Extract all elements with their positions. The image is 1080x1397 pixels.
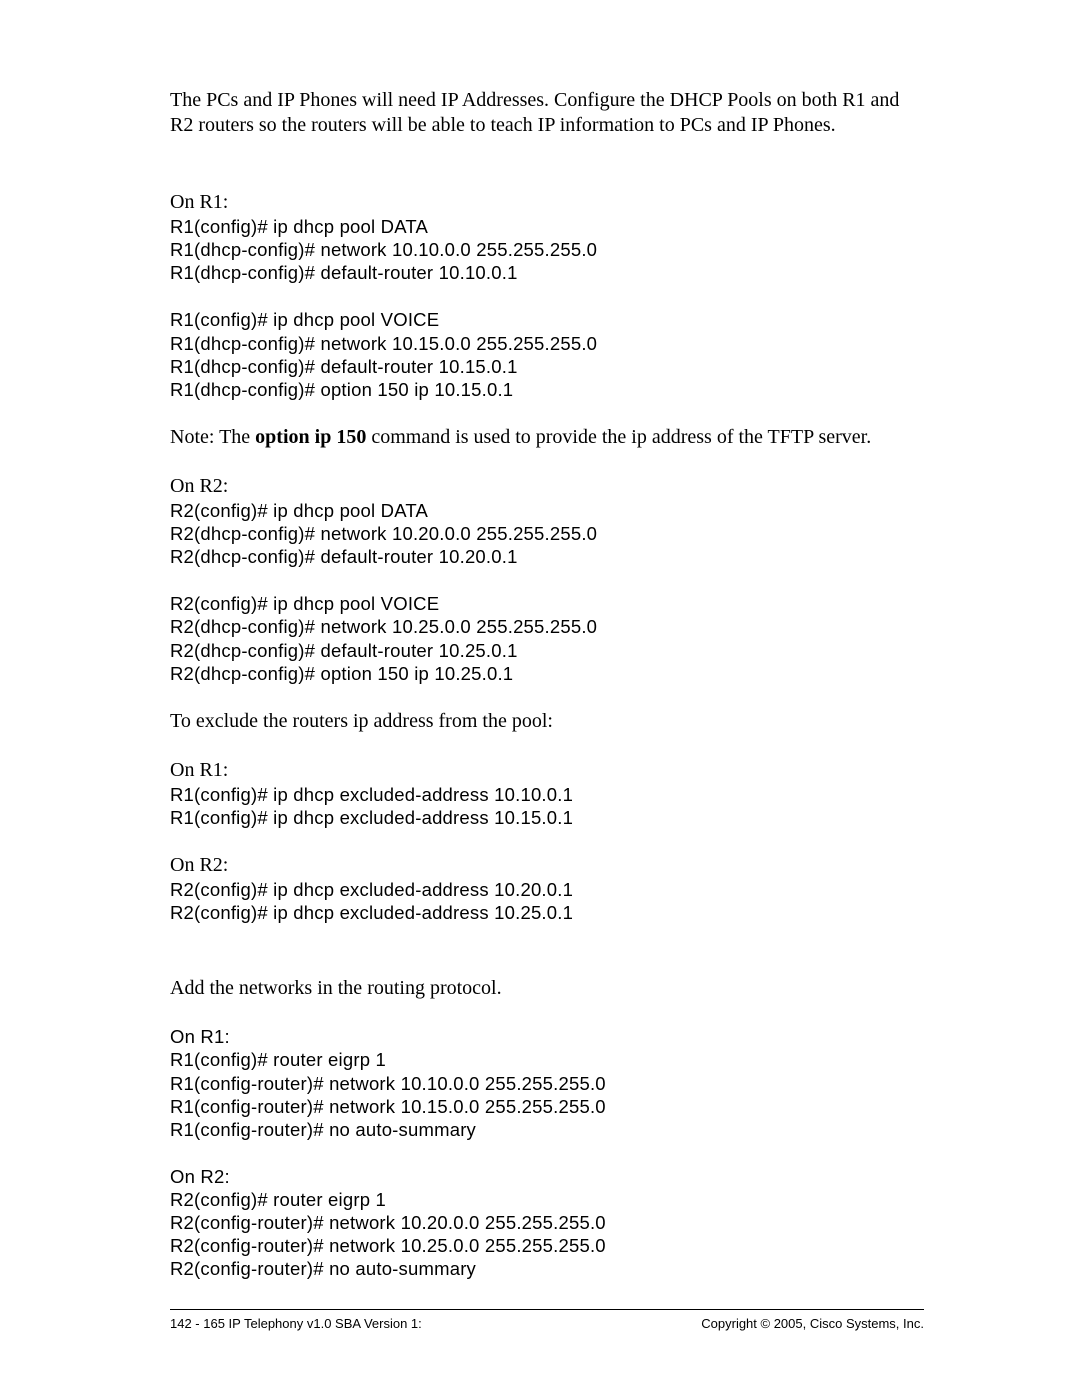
cli-line: R1(dhcp-config)# default-router 10.15.0.… bbox=[170, 355, 924, 378]
cli-prompt: R2(dhcp-config)# bbox=[170, 663, 320, 684]
cli-line: R2(dhcp-config)# option 150 ip 10.25.0.1 bbox=[170, 662, 924, 685]
cli-line: R2(dhcp-config)# default-router 10.25.0.… bbox=[170, 639, 924, 662]
cli-command: default-router 10.10.0.1 bbox=[320, 262, 517, 283]
cli-prompt: R1(dhcp-config)# bbox=[170, 333, 320, 354]
cli-prompt: R1(config)# bbox=[170, 309, 273, 330]
section-header: On R2: bbox=[170, 1165, 924, 1188]
cli-line: R2(dhcp-config)# network 10.25.0.0 255.2… bbox=[170, 615, 924, 638]
cli-command: ip dhcp pool DATA bbox=[273, 500, 428, 521]
cli-line: R1(dhcp-config)# network 10.15.0.0 255.2… bbox=[170, 332, 924, 355]
cli-prompt: R1(config-router)# bbox=[170, 1073, 329, 1094]
cli-command: ip dhcp pool VOICE bbox=[273, 593, 439, 614]
cli-line: R1(config-router)# no auto-summary bbox=[170, 1118, 924, 1141]
cli-prompt: R2(config)# bbox=[170, 1189, 273, 1210]
cli-command: default-router 10.15.0.1 bbox=[320, 356, 517, 377]
cli-line: R2(config)# ip dhcp excluded-address 10.… bbox=[170, 878, 924, 901]
cli-prompt: R1(config)# bbox=[170, 1049, 273, 1070]
cli-prompt: R2(config-router)# bbox=[170, 1212, 329, 1233]
cli-prompt: R1(config)# bbox=[170, 216, 273, 237]
cli-command: network 10.15.0.0 255.255.255.0 bbox=[320, 333, 597, 354]
cli-line: R2(config)# ip dhcp pool DATA bbox=[170, 499, 924, 522]
cli-command: network 10.15.0.0 255.255.255.0 bbox=[329, 1096, 606, 1117]
cli-line: R2(config-router)# network 10.20.0.0 255… bbox=[170, 1211, 924, 1234]
cli-prompt: R1(dhcp-config)# bbox=[170, 239, 320, 260]
section-header: On R2: bbox=[170, 853, 924, 878]
cli-line: R2(config)# ip dhcp excluded-address 10.… bbox=[170, 901, 924, 924]
cli-command: no auto-summary bbox=[329, 1258, 476, 1279]
cli-line: R1(dhcp-config)# option 150 ip 10.15.0.1 bbox=[170, 378, 924, 401]
cli-line: R2(config)# router eigrp 1 bbox=[170, 1188, 924, 1211]
cli-line: R1(config)# ip dhcp pool VOICE bbox=[170, 308, 924, 331]
cli-command: router eigrp 1 bbox=[273, 1049, 386, 1070]
cli-command: network 10.20.0.0 255.255.255.0 bbox=[329, 1212, 606, 1233]
cli-prompt: R2(dhcp-config)# bbox=[170, 616, 320, 637]
cli-line: R1(dhcp-config)# default-router 10.10.0.… bbox=[170, 261, 924, 284]
body-paragraph: Add the networks in the routing protocol… bbox=[170, 976, 924, 1001]
cli-prompt: R2(config-router)# bbox=[170, 1235, 329, 1256]
section-header: On R1: bbox=[170, 758, 924, 783]
cli-line: R2(config)# ip dhcp pool VOICE bbox=[170, 592, 924, 615]
cli-prompt: R1(dhcp-config)# bbox=[170, 356, 320, 377]
note-suffix: command is used to provide the ip addres… bbox=[366, 426, 871, 448]
cli-prompt: R1(dhcp-config)# bbox=[170, 262, 320, 283]
cli-line: R1(config)# router eigrp 1 bbox=[170, 1048, 924, 1071]
cli-line: R1(config-router)# network 10.15.0.0 255… bbox=[170, 1095, 924, 1118]
cli-command: default-router 10.20.0.1 bbox=[320, 546, 517, 567]
section-header: On R2: bbox=[170, 474, 924, 499]
note-paragraph: Note: The option ip 150 command is used … bbox=[170, 425, 924, 450]
cli-line: R2(dhcp-config)# default-router 10.20.0.… bbox=[170, 545, 924, 568]
document-page: The PCs and IP Phones will need IP Addre… bbox=[0, 0, 1080, 1397]
cli-line: R1(dhcp-config)# network 10.10.0.0 255.2… bbox=[170, 238, 924, 261]
footer-right-text: Copyright © 2005, Cisco Systems, Inc. bbox=[701, 1316, 924, 1331]
note-prefix: Note: The bbox=[170, 426, 255, 448]
cli-command: option 150 ip 10.15.0.1 bbox=[320, 379, 513, 400]
footer-left-text: 142 - 165 IP Telephony v1.0 SBA Version … bbox=[170, 1316, 422, 1331]
cli-command: ip dhcp excluded-address 10.15.0.1 bbox=[273, 807, 573, 828]
cli-line: R1(config)# ip dhcp excluded-address 10.… bbox=[170, 783, 924, 806]
note-bold: option ip 150 bbox=[255, 426, 366, 448]
cli-command: ip dhcp excluded-address 10.20.0.1 bbox=[273, 879, 573, 900]
cli-prompt: R1(config-router)# bbox=[170, 1096, 329, 1117]
cli-line: R1(config)# ip dhcp excluded-address 10.… bbox=[170, 806, 924, 829]
cli-command: ip dhcp pool VOICE bbox=[273, 309, 439, 330]
cli-command: network 10.10.0.0 255.255.255.0 bbox=[320, 239, 597, 260]
cli-command: ip dhcp pool DATA bbox=[273, 216, 428, 237]
section-header: On R1: bbox=[170, 190, 924, 215]
cli-line: R1(config-router)# network 10.10.0.0 255… bbox=[170, 1072, 924, 1095]
cli-prompt: R1(dhcp-config)# bbox=[170, 379, 320, 400]
cli-prompt: R2(config)# bbox=[170, 500, 273, 521]
body-paragraph: To exclude the routers ip address from t… bbox=[170, 709, 924, 734]
cli-prompt: R2(config-router)# bbox=[170, 1258, 329, 1279]
cli-command: network 10.25.0.0 255.255.255.0 bbox=[329, 1235, 606, 1256]
cli-prompt: R2(config)# bbox=[170, 593, 273, 614]
intro-paragraph: The PCs and IP Phones will need IP Addre… bbox=[170, 88, 924, 138]
cli-command: network 10.25.0.0 255.255.255.0 bbox=[320, 616, 597, 637]
cli-prompt: R2(dhcp-config)# bbox=[170, 640, 320, 661]
cli-prompt: R1(config)# bbox=[170, 784, 273, 805]
page-footer: 142 - 165 IP Telephony v1.0 SBA Version … bbox=[170, 1309, 924, 1331]
cli-line: R2(config-router)# network 10.25.0.0 255… bbox=[170, 1234, 924, 1257]
section-header: On R1: bbox=[170, 1025, 924, 1048]
cli-prompt: R2(config)# bbox=[170, 902, 273, 923]
cli-command: default-router 10.25.0.1 bbox=[320, 640, 517, 661]
cli-command: ip dhcp excluded-address 10.10.0.1 bbox=[273, 784, 573, 805]
cli-line: R2(config-router)# no auto-summary bbox=[170, 1257, 924, 1280]
cli-prompt: R1(config)# bbox=[170, 807, 273, 828]
cli-command: ip dhcp excluded-address 10.25.0.1 bbox=[273, 902, 573, 923]
cli-prompt: R2(config)# bbox=[170, 879, 273, 900]
cli-command: network 10.10.0.0 255.255.255.0 bbox=[329, 1073, 606, 1094]
cli-command: option 150 ip 10.25.0.1 bbox=[320, 663, 513, 684]
cli-prompt: R2(dhcp-config)# bbox=[170, 546, 320, 567]
cli-prompt: R2(dhcp-config)# bbox=[170, 523, 320, 544]
cli-line: R2(dhcp-config)# network 10.20.0.0 255.2… bbox=[170, 522, 924, 545]
cli-prompt: R1(config-router)# bbox=[170, 1119, 329, 1140]
cli-command: network 10.20.0.0 255.255.255.0 bbox=[320, 523, 597, 544]
cli-command: no auto-summary bbox=[329, 1119, 476, 1140]
cli-line: R1(config)# ip dhcp pool DATA bbox=[170, 215, 924, 238]
cli-command: router eigrp 1 bbox=[273, 1189, 386, 1210]
